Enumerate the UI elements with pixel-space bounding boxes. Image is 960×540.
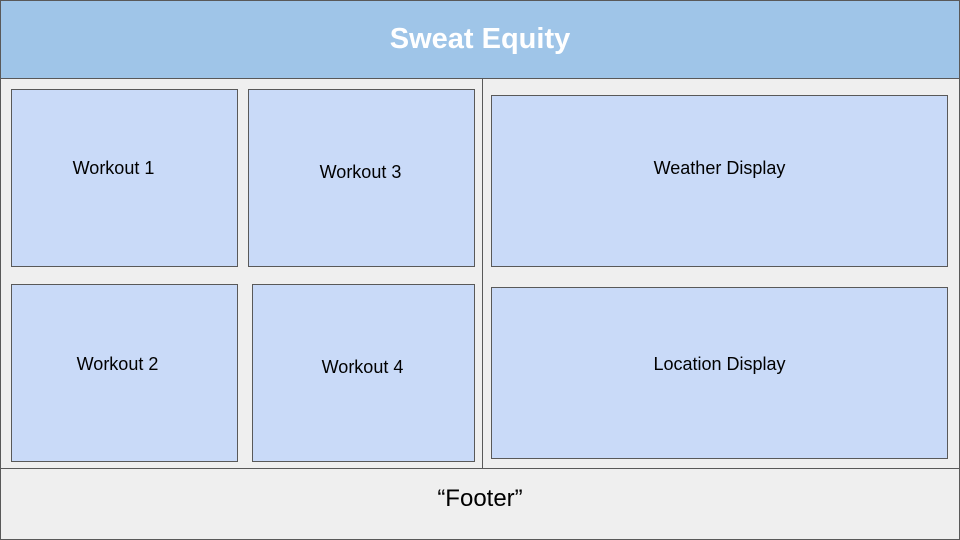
workout-2-box: Workout 2 xyxy=(11,284,238,462)
footer-bar: “Footer” xyxy=(0,468,960,540)
workout-3-label: Workout 3 xyxy=(319,162,402,182)
page-title: Sweat Equity xyxy=(389,23,571,55)
workout-4-label: Workout 4 xyxy=(321,357,404,377)
location-display-label: Location Display xyxy=(653,354,786,374)
footer-label: “Footer” xyxy=(437,484,523,512)
header-banner: Sweat Equity xyxy=(0,0,960,79)
workout-4-box: Workout 4 xyxy=(252,284,475,462)
location-display-box: Location Display xyxy=(491,287,948,459)
workout-1-box: Workout 1 xyxy=(11,89,238,267)
workout-1-label: Workout 1 xyxy=(72,158,155,178)
workout-2-label: Workout 2 xyxy=(76,354,159,374)
weather-display-label: Weather Display xyxy=(653,158,786,178)
weather-display-box: Weather Display xyxy=(491,95,948,267)
workout-3-box: Workout 3 xyxy=(248,89,475,267)
